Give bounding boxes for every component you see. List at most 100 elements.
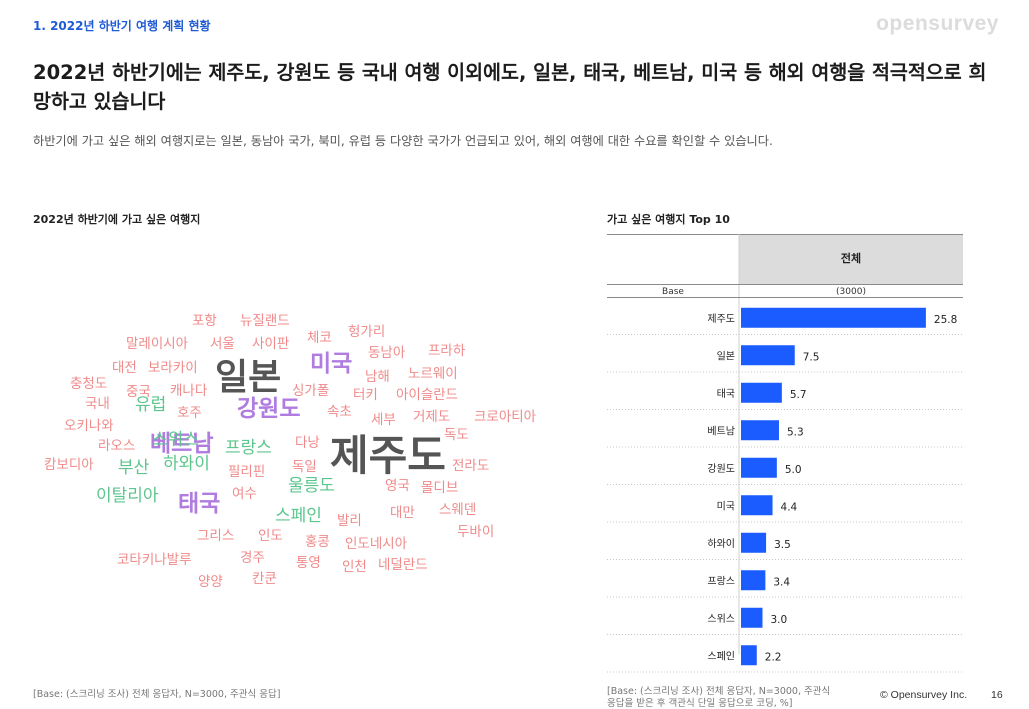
- section-label: 1. 2022년 하반기 여행 계획 현황: [33, 19, 211, 33]
- wordcloud-word: 하와이: [163, 454, 210, 474]
- bar-category-label: 스페인: [707, 650, 735, 662]
- top10-bar-chart: 전체 Base (3000) 제주도 25.8 일본 7.5 태국 5.7 베트남 5.3 강원도 5.…: [607, 234, 963, 673]
- wordcloud-word: 여수: [232, 486, 257, 502]
- bar: [741, 382, 782, 403]
- bar-value-label: 25.8: [934, 314, 957, 326]
- wordcloud-word: 코타키나발루: [117, 552, 192, 568]
- wordcloud-word: 전라도: [452, 458, 490, 474]
- wordcloud-word: 오키나와: [64, 418, 114, 434]
- wordcloud-word: 통영: [296, 555, 321, 571]
- bar-category-label: 스위스: [707, 612, 735, 625]
- wordcloud-word: 노르웨이: [408, 366, 458, 382]
- wordcloud-word: 홍콩: [305, 534, 330, 550]
- wordcloud-word: 동남아: [368, 345, 406, 361]
- page-subtext: 하반기에 가고 싶은 해외 여행지로는 일본, 동남아 국가, 북미, 유럽 등…: [33, 134, 773, 148]
- bar-category-label: 태국: [717, 388, 735, 400]
- bar-category-label: 일본: [717, 350, 735, 362]
- page-number: 16: [991, 689, 1003, 701]
- bar-value-label: 4.4: [781, 501, 798, 513]
- wordcloud-word: 네덜란드: [378, 557, 428, 573]
- wordcloud-word: 헝가리: [348, 324, 386, 340]
- wordcloud-word: 독일: [292, 459, 317, 475]
- wordcloud-word: 프랑스: [225, 438, 272, 458]
- wordcloud-word: 말레이시아: [126, 336, 189, 352]
- wordcloud-word: 스웨덴: [439, 502, 477, 518]
- bar: [741, 570, 766, 591]
- wordcloud-word: 칸쿤: [252, 571, 277, 587]
- bar-value-label: 2.2: [765, 651, 782, 663]
- wordcloud-word: 체코: [307, 330, 332, 346]
- bar: [741, 645, 757, 666]
- wordcloud-word: 서울: [210, 336, 235, 352]
- wordcloud-word: 스페인: [275, 506, 322, 526]
- wordcloud-word: 필리핀: [228, 464, 266, 480]
- base-value: (3000): [836, 287, 866, 297]
- wordcloud-word: 터키: [353, 387, 378, 403]
- bar-category-label: 베트남: [707, 425, 735, 437]
- wordcloud-word: 국내: [85, 396, 110, 412]
- wordcloud-word: 두바이: [457, 524, 495, 540]
- wordcloud-word: 제주도: [330, 431, 446, 480]
- wordcloud-word: 호주: [177, 405, 202, 421]
- wordcloud-word: 속초: [327, 404, 352, 420]
- column-header: 전체: [841, 251, 861, 265]
- wordcloud-word: 남해: [365, 369, 390, 385]
- bar: [741, 420, 779, 441]
- wordcloud-word: 대전: [112, 360, 137, 376]
- wordcloud-word: 라오스: [98, 438, 136, 454]
- wordcloud-word: 스위스: [152, 430, 199, 450]
- wordcloud-word: 그리스: [197, 528, 235, 544]
- copyright: © Opensurvey Inc.: [880, 689, 968, 701]
- bar: [741, 495, 773, 516]
- wordcloud-word: 아이슬란드: [396, 387, 459, 403]
- wordcloud-word: 다낭: [295, 435, 320, 451]
- wordcloud: 제주도 일본 미국 강원도 태국 베트남 유럽 스위스 프랑스 부산 하와이 울릉도 이탈리아 스페인 포항…: [30, 295, 570, 605]
- wordcloud-word: 인도: [258, 528, 283, 544]
- wordcloud-word: 강원도: [237, 396, 301, 422]
- top10-title: 가고 싶은 여행지 Top 10: [607, 213, 730, 226]
- wordcloud-word: 발리: [337, 513, 362, 529]
- bar: [741, 607, 763, 628]
- wordcloud-word: 독도: [444, 427, 469, 443]
- wordcloud-word: 울릉도: [288, 476, 335, 496]
- wordcloud-word: 경주: [240, 550, 265, 566]
- brand-logo: opensurvey: [876, 12, 999, 35]
- wordcloud-word: 사이판: [252, 336, 290, 352]
- wordcloud-word: 캄보디아: [44, 457, 94, 473]
- bar-value-label: 5.0: [785, 464, 802, 476]
- bar: [741, 307, 926, 328]
- bar: [741, 532, 767, 553]
- wordcloud-word: 부산: [118, 458, 150, 478]
- wordcloud-word: 태국: [178, 491, 221, 517]
- wordcloud-word: 베트남: [150, 431, 214, 457]
- wordcloud-title: 2022년 하반기에 가고 싶은 여행지: [33, 213, 201, 226]
- page-headline: 2022년 하반기에는 제주도, 강원도 등 국내 여행 이외에도, 일본, 태…: [33, 61, 987, 113]
- wordcloud-word: 싱가폴: [292, 383, 330, 399]
- wordcloud-word: 캐나다: [170, 383, 208, 399]
- wordcloud-word: 포항: [192, 313, 217, 329]
- bar-category-label: 미국: [717, 500, 735, 512]
- wordcloud-word: 뉴질랜드: [240, 313, 290, 329]
- wordcloud-word: 세부: [371, 412, 396, 428]
- bar-category-label: 강원도: [707, 463, 735, 475]
- wordcloud-word: 인도네시아: [345, 536, 408, 552]
- bar-category-label: 제주도: [707, 313, 735, 325]
- wordcloud-word: 대만: [390, 505, 415, 521]
- bar-value-label: 3.5: [774, 539, 791, 551]
- bar-value-label: 7.5: [803, 351, 820, 363]
- wordcloud-word: 거제도: [413, 409, 451, 425]
- wordcloud-word: 몰디브: [421, 480, 459, 496]
- left-footnote: [Base: (스크리닝 조사) 전체 응답자, N=3000, 주관식 응답]: [33, 689, 281, 700]
- wordcloud-word: 일본: [215, 357, 282, 398]
- bar-value-label: 3.0: [771, 614, 788, 626]
- wordcloud-word: 인천: [342, 559, 367, 575]
- base-label: Base: [662, 287, 684, 297]
- wordcloud-word: 유럽: [135, 395, 167, 415]
- bar-category-label: 하와이: [707, 537, 735, 550]
- wordcloud-word: 양양: [198, 574, 223, 590]
- bar-category-label: 프랑스: [707, 575, 735, 587]
- wordcloud-word: 이탈리아: [96, 486, 159, 506]
- header-cell-bg: [739, 235, 963, 285]
- bar: [741, 345, 795, 366]
- bar: [741, 457, 777, 478]
